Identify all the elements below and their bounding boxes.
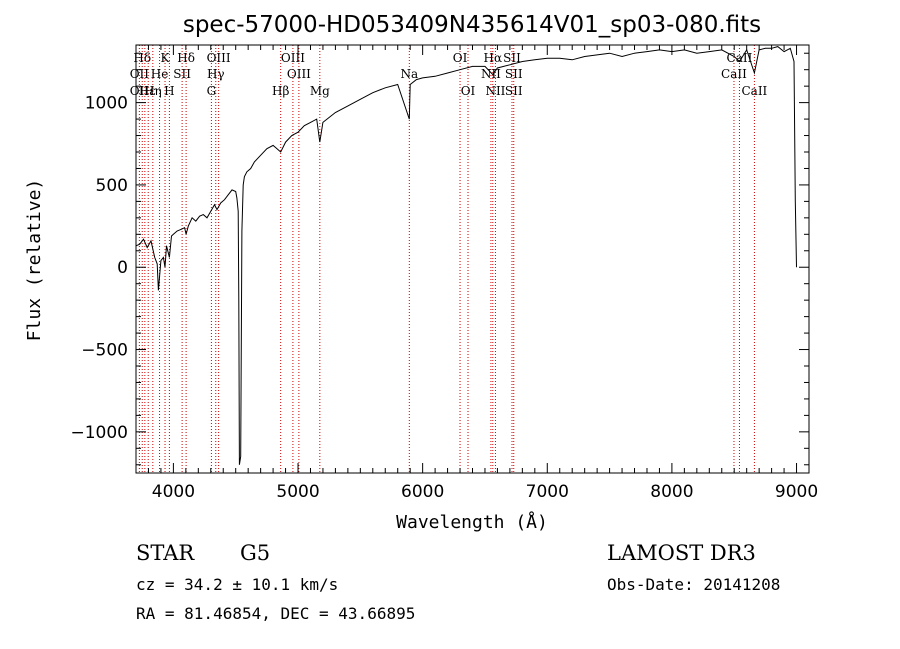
x-axis-label: Wavelength (Å) [396,511,548,533]
spectral-line-label-7: K [161,51,171,65]
spectral-line-label-8: SII [173,67,191,81]
spectral-line-label-6: H [164,84,174,98]
spectral-line-label-25: SII [505,84,523,98]
spectral-line-label-23: SII [503,51,521,65]
spectral-line-label-21: NII [481,67,501,81]
y-tick-label--500: −500 [81,341,128,361]
chart-title: spec-57000-HD053409N435614V01_sp03-080.f… [183,12,761,38]
y-tick-label--1000: −1000 [70,423,128,443]
spectral-line-label-5: Hη [144,84,162,98]
spectral-line-label-4: He [151,67,169,81]
spectral-line-markers [138,45,755,473]
spectral-line-label-20: Hα [484,51,503,65]
spectral-line-label-17: Na [400,67,418,81]
coordinates-readout: RA = 81.46854, DEC = 43.66895 [136,604,415,623]
object-subclass: G5 [240,541,270,565]
spectral-line-label-22: NII [485,84,505,98]
spectral-line-label-18: OI [453,51,468,65]
spectral-line-label-9: Hδ [177,51,195,65]
spectral-line-label-19: OI [461,84,476,98]
spectral-line-label-24: SII [505,67,523,81]
object-class: STAR [136,541,195,565]
spectral-line-label-26: CaII [727,51,753,65]
x-tick-label-9000: 9000 [775,482,818,502]
y-tick-label-0: 0 [117,258,128,278]
y-tick-label-1000: 1000 [85,94,128,114]
spectral-line-label-2: OII [130,84,150,98]
spectral-line-label-28: CaII [741,84,767,98]
x-tick-label-8000: 8000 [650,482,693,502]
x-tick-label-6000: 6000 [401,482,444,502]
y-axis-label: Flux (relative) [24,179,45,342]
spectral-line-label-27: CaII [721,67,747,81]
spectral-line-label-13: Hβ [272,84,289,98]
spectral-line-label-16: Mg [310,84,330,98]
y-axis-ticks: −1000 −500 0 500 1000 [70,52,809,466]
x-tick-label-4000: 4000 [152,482,195,502]
spectral-line-label-3: Hε [139,84,156,98]
x-tick-label-5000: 5000 [276,482,319,502]
spectral-line-label-10: OIII [207,51,231,65]
x-axis-ticks: 4000 5000 6000 7000 8000 9000 [135,45,818,502]
x-tick-label-7000: 7000 [526,482,569,502]
plot-frame [135,44,810,474]
y-tick-label-500: 500 [96,176,128,196]
redshift-readout: cz = 34.2 ± 10.1 km/s [136,575,338,594]
spectrum-series-line [135,46,797,465]
survey-name: LAMOST DR3 [607,541,756,565]
obs-date: Obs-Date: 20141208 [607,575,780,594]
spectral-line-label-12: G [207,84,217,98]
spectral-line-label-11: Hγ [207,67,225,81]
spectral-line-label-1: OII [130,67,150,81]
spectral-line-label-0: Hδ [133,51,151,65]
spectral-line-label-15: OIII [287,67,311,81]
spectral-line-label-14: OIII [281,51,305,65]
